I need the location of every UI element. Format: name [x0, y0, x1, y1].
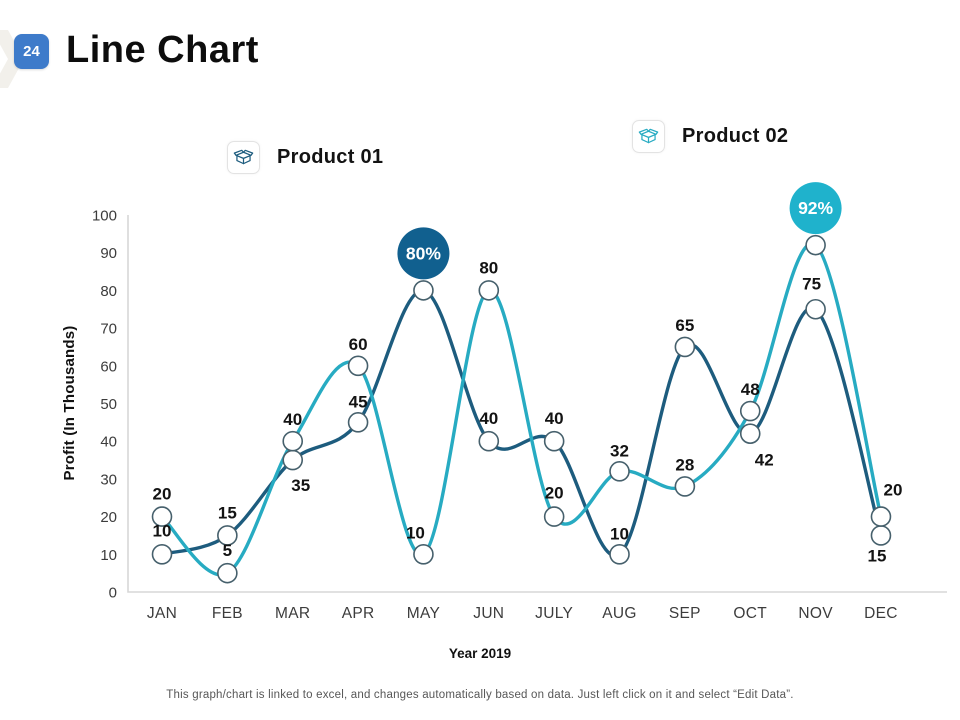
- y-axis-title: Profit (In Thousands): [61, 325, 78, 480]
- data-point-marker: [347, 412, 369, 433]
- x-axis-title: Year 2019: [449, 646, 511, 661]
- data-point-marker: [805, 234, 826, 256]
- series-line-product-01: [160, 288, 883, 558]
- x-tick-label: DEC: [864, 605, 898, 622]
- y-tick-label: 100: [92, 208, 117, 225]
- data-point-marker: [282, 430, 304, 452]
- data-point-label: 28: [675, 455, 694, 474]
- data-point-marker: [870, 525, 892, 546]
- x-tick-label: JAN: [147, 605, 177, 622]
- slide-number-badge: 24: [14, 34, 49, 69]
- x-tick-label: MAR: [275, 605, 310, 622]
- y-tick-label: 60: [100, 358, 117, 375]
- data-point-label: 10: [153, 521, 172, 540]
- annotation-bubble-label: 80%: [406, 243, 441, 263]
- x-tick-label: SEP: [669, 605, 701, 622]
- data-point-label: 40: [545, 409, 564, 428]
- data-point-marker: [805, 298, 826, 320]
- data-point-marker: [217, 525, 238, 546]
- data-point-label: 32: [610, 441, 629, 460]
- data-point-marker: [739, 400, 761, 422]
- x-tick-label: FEB: [212, 605, 243, 622]
- data-point-marker: [609, 461, 630, 482]
- data-point-marker: [413, 543, 434, 565]
- data-point-marker: [674, 476, 696, 497]
- data-point-marker: [217, 562, 238, 584]
- data-point-label: 10: [610, 524, 629, 543]
- data-point-label: 65: [675, 316, 694, 335]
- data-point-marker: [478, 280, 500, 301]
- y-tick-label: 40: [100, 434, 117, 451]
- data-point-marker: [282, 449, 304, 471]
- open-box-icon: [632, 120, 665, 153]
- y-tick-label: 20: [100, 509, 117, 526]
- data-point-label: 42: [755, 451, 774, 470]
- data-point-marker: [739, 423, 761, 444]
- x-tick-label: JULY: [535, 605, 573, 622]
- data-point-label: 15: [218, 503, 237, 522]
- data-point-marker: [543, 430, 565, 452]
- legend-label-product-01: Product 01: [277, 146, 384, 168]
- legend-product-02[interactable]: Product 02: [632, 120, 788, 153]
- x-tick-label: MAY: [407, 605, 440, 622]
- data-point-marker: [609, 543, 630, 565]
- data-point-label: 20: [545, 484, 564, 503]
- data-point-label: 48: [741, 380, 760, 399]
- data-point-marker: [151, 543, 173, 565]
- data-point-label: 10: [406, 523, 425, 542]
- y-tick-label: 80: [100, 283, 117, 300]
- data-point-label: 60: [349, 335, 368, 354]
- series-line-product-02: [160, 242, 883, 577]
- data-point-label: 75: [802, 274, 821, 293]
- data-point-label: 80: [479, 258, 498, 277]
- data-point-marker: [543, 506, 565, 527]
- y-tick-label: 10: [100, 547, 117, 564]
- x-tick-label: OCT: [733, 605, 767, 622]
- data-point-label: 40: [479, 409, 498, 428]
- y-tick-label: 50: [100, 396, 117, 413]
- data-point-label: 5: [223, 541, 232, 560]
- legend-product-01[interactable]: Product 01: [227, 141, 383, 174]
- y-tick-label: 90: [100, 245, 117, 262]
- data-point-label: 20: [883, 481, 902, 500]
- data-point-marker: [674, 336, 696, 358]
- x-tick-label: AUG: [602, 605, 637, 622]
- data-point-marker: [347, 355, 369, 377]
- legend-label-product-02: Product 02: [682, 125, 789, 147]
- y-tick-label: 0: [109, 585, 117, 602]
- data-point-label: 35: [291, 476, 310, 495]
- data-point-marker: [478, 430, 500, 452]
- axis-lines: [127, 215, 947, 593]
- data-point-label: 15: [867, 546, 886, 565]
- data-point-marker: [151, 506, 173, 527]
- x-tick-label: APR: [342, 605, 375, 622]
- annotation-bubble: [397, 227, 450, 280]
- page-title: Line Chart: [66, 29, 259, 71]
- data-point-label: 40: [283, 410, 302, 429]
- y-tick-label: 30: [100, 471, 117, 488]
- y-tick-label: 70: [100, 321, 117, 338]
- annotation-bubble: [789, 182, 842, 235]
- open-box-icon: [227, 141, 260, 174]
- x-tick-label: NOV: [798, 605, 833, 622]
- data-point-label: 20: [153, 485, 172, 504]
- data-point-marker: [870, 506, 892, 527]
- footer-note: This graph/chart is linked to excel, and…: [166, 689, 794, 701]
- data-point-marker: [413, 280, 434, 301]
- annotation-bubble-label: 92%: [798, 198, 833, 218]
- x-tick-label: JUN: [473, 605, 504, 622]
- data-point-label: 45: [349, 392, 368, 411]
